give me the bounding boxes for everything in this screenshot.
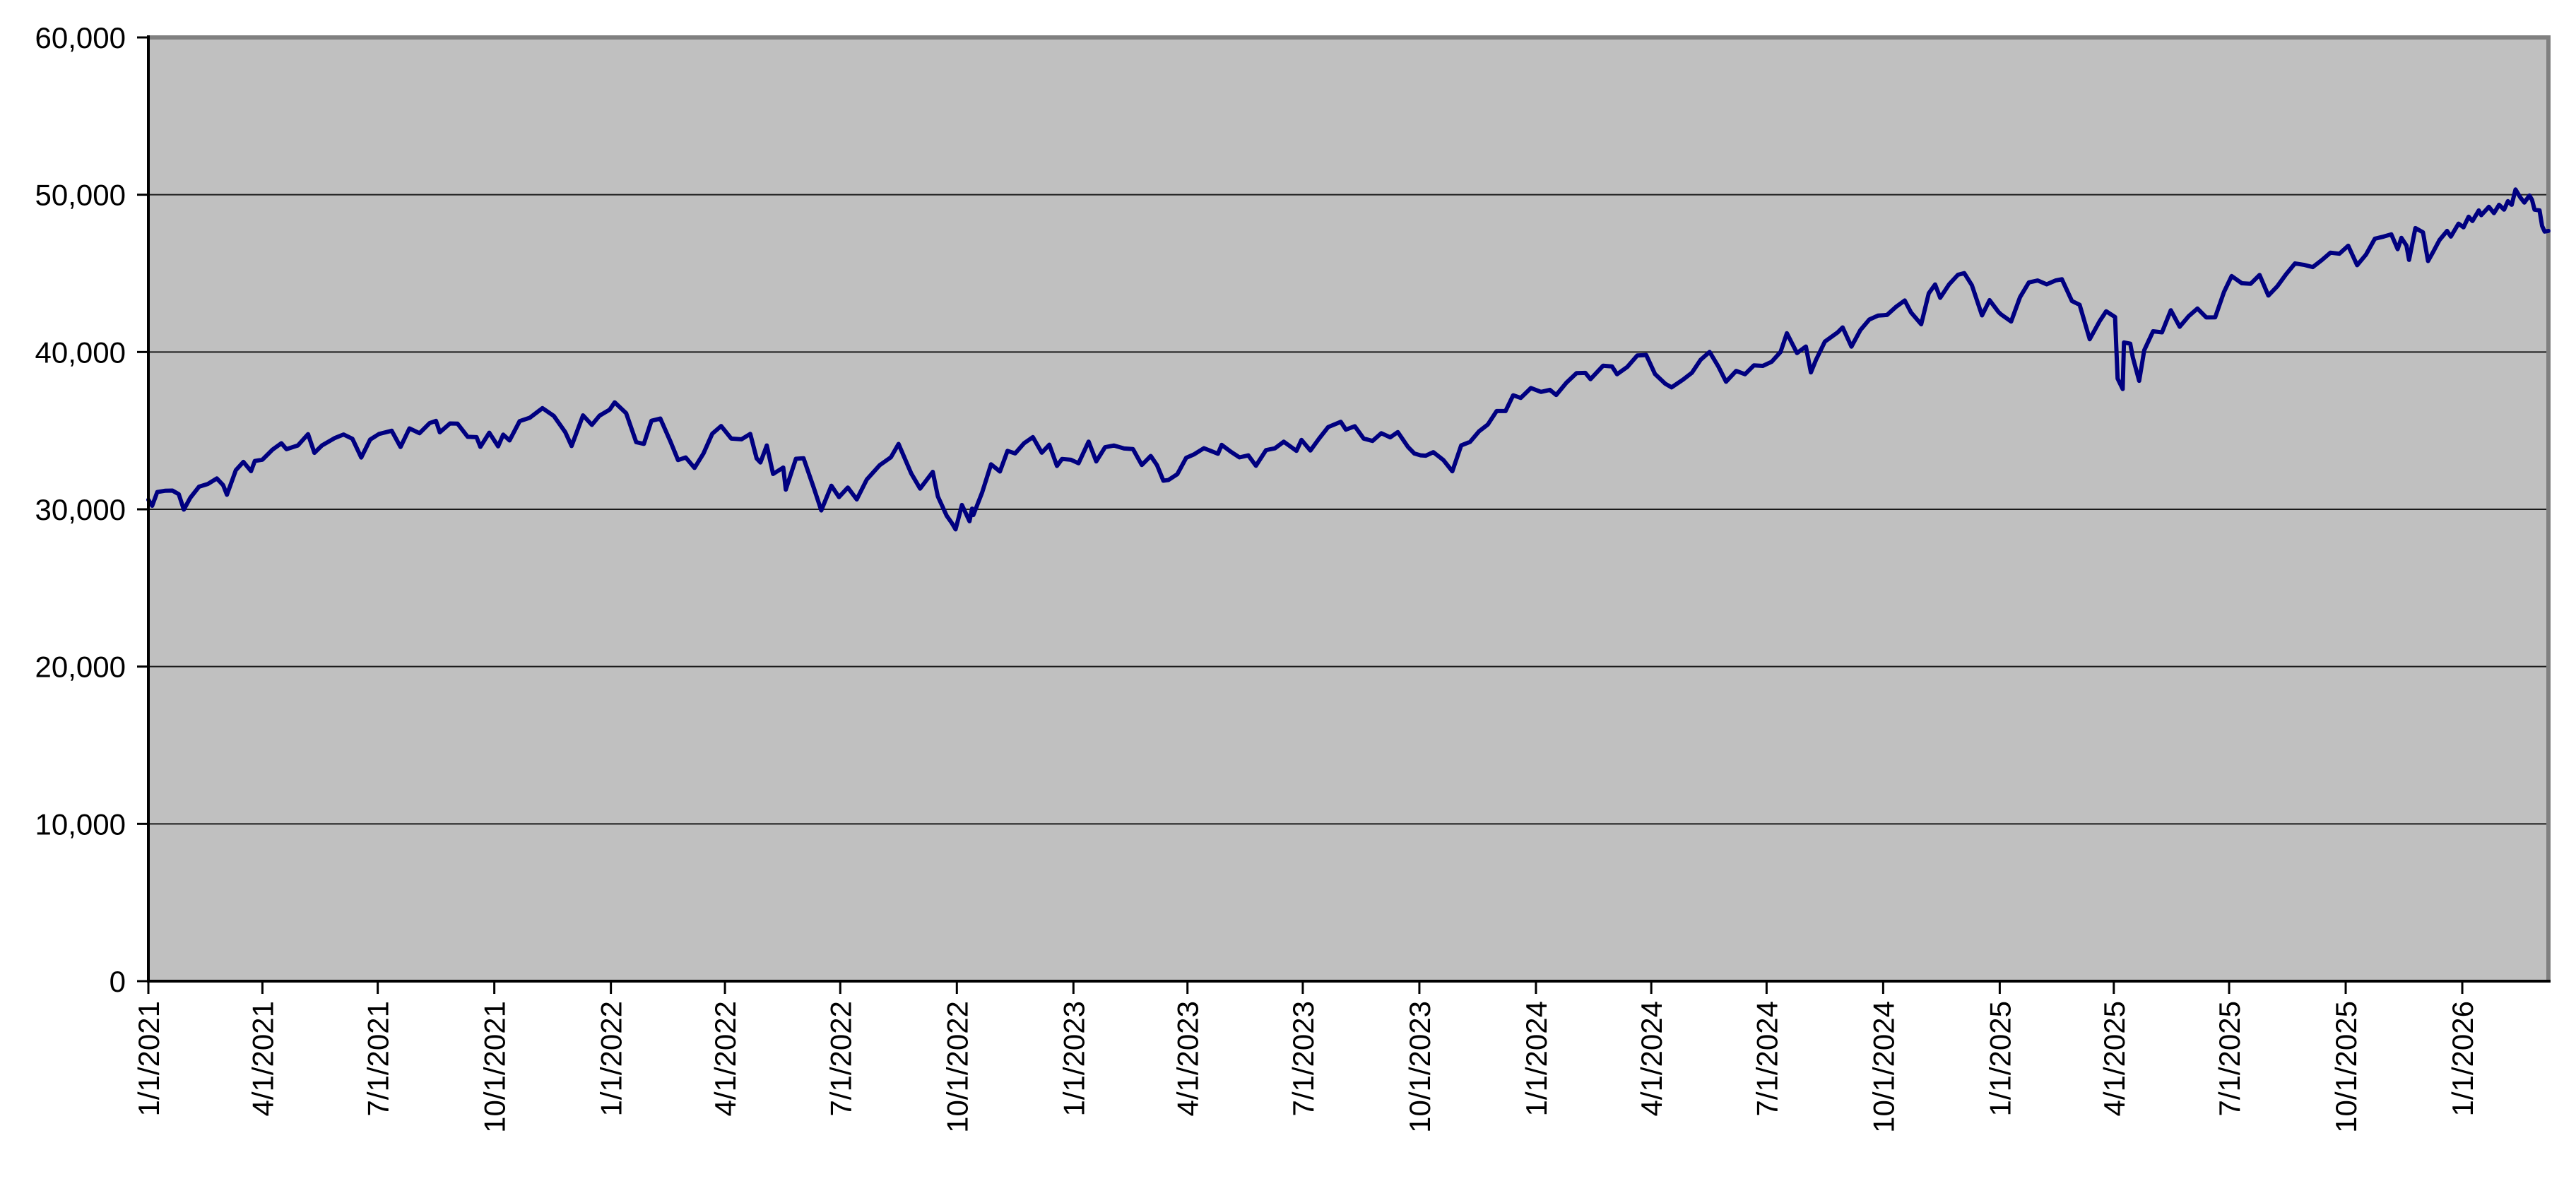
x-axis-label: 10/1/2024 <box>1867 1001 1900 1133</box>
x-axis-label: 1/1/2023 <box>1057 1001 1090 1117</box>
y-axis-label: 60,000 <box>35 21 126 54</box>
y-axis-label: 30,000 <box>35 493 126 526</box>
series-line <box>146 187 2551 532</box>
y-axis-label: 40,000 <box>35 336 126 369</box>
y-axis-label: 50,000 <box>35 179 126 212</box>
x-axis-label: 1/1/2025 <box>1983 1001 2016 1117</box>
y-axis-label: 20,000 <box>35 651 126 684</box>
x-axis-label: 10/1/2023 <box>1403 1001 1436 1133</box>
x-axis-label: 1/1/2026 <box>2446 1001 2479 1117</box>
y-axis-label: 0 <box>110 965 126 998</box>
x-axis-label: 7/1/2023 <box>1287 1001 1320 1117</box>
x-axis-label: 4/1/2023 <box>1171 1001 1205 1117</box>
x-axis-label: 4/1/2024 <box>1635 1001 1668 1117</box>
x-axis-label: 1/1/2021 <box>132 1001 165 1117</box>
y-axis-label: 10,000 <box>35 807 126 841</box>
x-axis-label: 4/1/2021 <box>246 1001 279 1117</box>
x-axis-label: 1/1/2024 <box>1520 1001 1553 1117</box>
x-axis-label: 10/1/2022 <box>940 1001 974 1133</box>
x-axis-label: 7/1/2025 <box>2213 1001 2246 1117</box>
x-axis-label: 7/1/2022 <box>824 1001 857 1117</box>
x-axis-label: 4/1/2022 <box>709 1001 742 1117</box>
x-axis-label: 4/1/2025 <box>2098 1001 2131 1117</box>
x-axis-label: 7/1/2024 <box>1750 1001 1783 1117</box>
x-axis-label: 10/1/2025 <box>2329 1001 2363 1133</box>
x-axis-label: 10/1/2021 <box>478 1001 512 1133</box>
x-axis-label: 1/1/2022 <box>595 1001 628 1117</box>
x-axis-label: 7/1/2021 <box>362 1001 395 1117</box>
